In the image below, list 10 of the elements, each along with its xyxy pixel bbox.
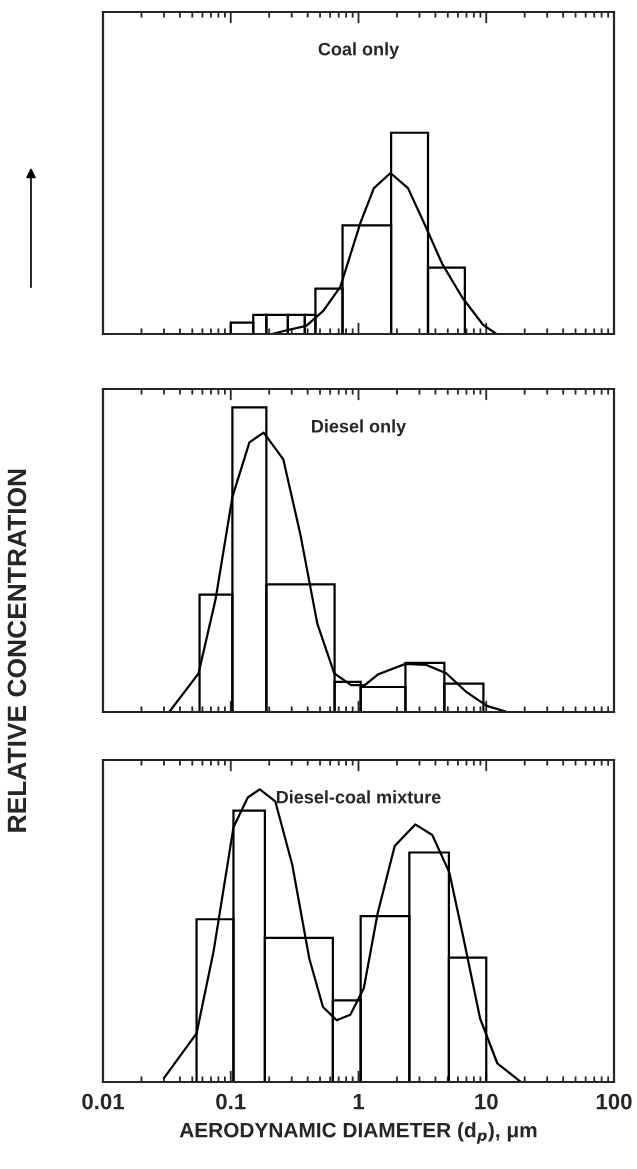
x-tick-label: 0.01 (82, 1093, 125, 1110)
y-axis-title: RELATIVE CONCENTRATION (7, 469, 27, 832)
x-tick-label: 0.1 (216, 1093, 246, 1110)
x-tick-label: 10 (475, 1093, 498, 1110)
chart-title: Coal only (318, 42, 400, 60)
chart-title: Diesel-coal mixture (276, 790, 441, 804)
x-tick-label: 1 (353, 1093, 365, 1110)
x-axis-title: AERODYNAMIC DIAMETER (d$_{p}$), μm (179, 1122, 537, 1144)
text: Diesel only (312, 419, 407, 437)
x-tick-label: 100 (596, 1093, 632, 1110)
